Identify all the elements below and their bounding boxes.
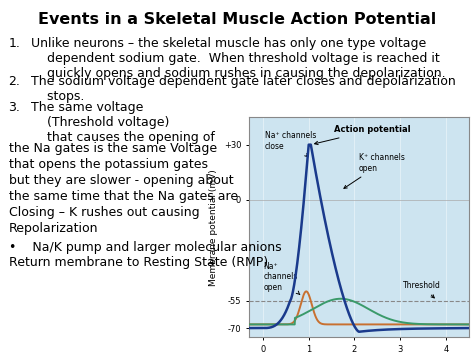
Text: the Na gates is the same Voltage: the Na gates is the same Voltage <box>9 142 217 155</box>
Y-axis label: Membrane potential (mV): Membrane potential (mV) <box>209 169 218 285</box>
Text: •    Na/K pump and larger molecular anions: • Na/K pump and larger molecular anions <box>9 241 281 255</box>
Text: 3.: 3. <box>9 101 20 114</box>
Text: 1.: 1. <box>9 37 20 50</box>
Text: but they are slower - opening about: but they are slower - opening about <box>9 174 233 187</box>
Text: The sodium voltage dependent gate later closes and depolarization
    stops.: The sodium voltage dependent gate later … <box>31 75 456 103</box>
Text: the same time that the Na gates are: the same time that the Na gates are <box>9 190 237 203</box>
Text: Unlike neurons – the skeletal muscle has only one type voltage
    dependent sod: Unlike neurons – the skeletal muscle has… <box>31 37 446 80</box>
Text: K⁺ channels
open: K⁺ channels open <box>344 153 405 189</box>
Text: Na⁺ channels
close: Na⁺ channels close <box>265 131 316 157</box>
Text: Na⁺
channels
open: Na⁺ channels open <box>264 262 300 295</box>
Text: Events in a Skeletal Muscle Action Potential: Events in a Skeletal Muscle Action Poten… <box>38 12 436 27</box>
Text: Threshold: Threshold <box>403 282 440 298</box>
Text: Action potential: Action potential <box>315 125 410 144</box>
Text: 2.: 2. <box>9 75 20 88</box>
Text: Repolarization: Repolarization <box>9 222 98 235</box>
Text: Return membrane to Resting State (RMP): Return membrane to Resting State (RMP) <box>9 256 268 269</box>
Text: Closing – K rushes out causing: Closing – K rushes out causing <box>9 206 199 219</box>
Text: that opens the potassium gates: that opens the potassium gates <box>9 158 208 171</box>
Text: The same voltage
    (Threshold voltage)
    that causes the opening of: The same voltage (Threshold voltage) tha… <box>31 101 215 144</box>
